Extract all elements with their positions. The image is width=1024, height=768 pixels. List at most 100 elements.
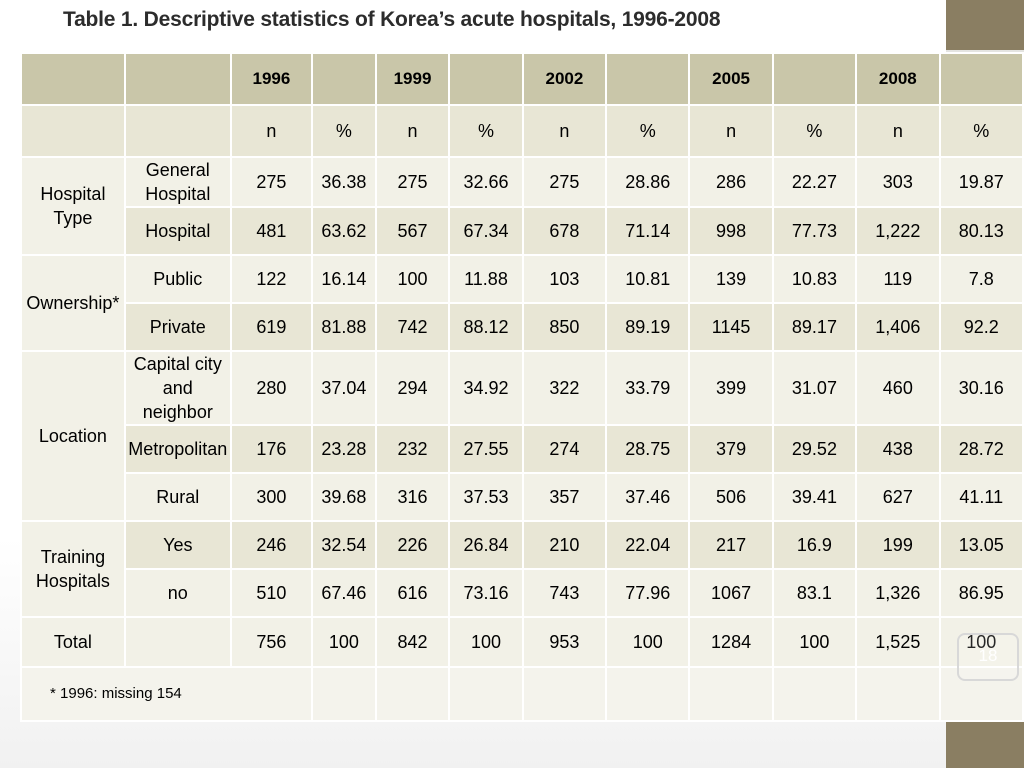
value-cell: 37.04 (311, 350, 377, 426)
corner-accent-bottom (946, 718, 1024, 768)
row-label: Hospital (123, 206, 232, 256)
header-blank (771, 52, 858, 106)
value-cell: 850 (521, 302, 608, 352)
value-cell: 39.68 (311, 472, 377, 522)
empty-cell (938, 666, 1024, 722)
value-cell: 63.62 (311, 206, 377, 256)
value-cell: 88.12 (448, 302, 524, 352)
value-cell: 510 (229, 568, 314, 618)
value-cell: 176 (229, 424, 314, 474)
value-cell: 92.2 (938, 302, 1024, 352)
empty-cell (521, 666, 608, 722)
value-cell: 89.17 (771, 302, 858, 352)
value-cell: 316 (374, 472, 451, 522)
value-cell: 619 (229, 302, 314, 352)
subheader-cell: % (605, 104, 691, 158)
value-cell: 303 (855, 156, 941, 208)
group-label: Ownership* (20, 254, 126, 352)
value-cell: 73.16 (448, 568, 524, 618)
value-cell: 16.14 (311, 254, 377, 304)
value-cell: 77.96 (605, 568, 691, 618)
value-cell: 10.83 (771, 254, 858, 304)
value-cell: 22.04 (605, 520, 691, 570)
value-cell: 31.07 (771, 350, 858, 426)
total-value-cell: 100 (771, 616, 858, 668)
value-cell: 460 (855, 350, 941, 426)
table-row: Hospital 481 63.62 567 67.34 678 71.14 998 77.73… (21, 206, 1024, 256)
value-cell: 506 (688, 472, 774, 522)
total-value-cell: 100 (938, 616, 1024, 668)
row-label: General Hospital (123, 156, 232, 208)
value-cell: 28.75 (605, 424, 691, 474)
row-label: Capital city and neighbor (123, 350, 232, 426)
value-cell: 41.11 (938, 472, 1024, 522)
total-row: Total 756 100 842 100 953 100 1284 100 1,525 100 (20, 616, 1024, 668)
value-cell: 29.52 (771, 424, 858, 474)
total-value-cell: 100 (448, 616, 524, 668)
empty-cell (123, 616, 232, 668)
value-cell: 275 (229, 156, 314, 208)
subheader-cell: n (521, 104, 608, 158)
table-row: Ownership* Public 122 16.14 100 11.88 103 10.81… (20, 254, 1024, 352)
value-cell: 1145 (688, 302, 774, 352)
value-cell: 26.84 (448, 520, 524, 570)
group-label: Hospital Type (20, 156, 126, 256)
value-cell: 743 (521, 568, 608, 618)
value-cell: 357 (521, 472, 608, 522)
value-cell: 438 (855, 424, 941, 474)
table-row: Metropolitan 176 23.28 232 27.55 274 28.75 379 2… (21, 424, 1024, 474)
table-row: no 510 67.46 616 73.16 743 77.96 1067 83.1 1,326 8… (21, 568, 1024, 618)
header-blank (123, 52, 232, 106)
value-cell: 30.16 (938, 350, 1024, 426)
year-header: 2005 (688, 52, 774, 106)
total-value-cell: 842 (374, 616, 451, 668)
value-cell: 217 (688, 520, 774, 570)
year-header: 2008 (855, 52, 941, 106)
value-cell: 379 (688, 424, 774, 474)
total-label: Total (20, 616, 126, 668)
subheader-row: n % n % n % n % n % (20, 104, 1024, 158)
value-cell: 81.88 (311, 302, 377, 352)
empty-cell (855, 666, 941, 722)
value-cell: 275 (374, 156, 451, 208)
value-cell: 286 (688, 156, 774, 208)
empty-cell (311, 666, 377, 722)
year-header: 2002 (521, 52, 608, 106)
empty-cell (605, 666, 691, 722)
value-cell: 232 (374, 424, 451, 474)
value-cell: 274 (521, 424, 608, 474)
value-cell: 33.79 (605, 350, 691, 426)
value-cell: 210 (521, 520, 608, 570)
value-cell: 322 (521, 350, 608, 426)
value-cell: 7.8 (938, 254, 1024, 304)
value-cell: 32.66 (448, 156, 524, 208)
value-cell: 23.28 (311, 424, 377, 474)
subheader-cell: n (688, 104, 774, 158)
value-cell: 34.92 (448, 350, 524, 426)
subheader-cell: % (771, 104, 858, 158)
page-number: 18 (957, 633, 1019, 681)
value-cell: 275 (521, 156, 608, 208)
subheader-cell: % (311, 104, 377, 158)
value-cell: 199 (855, 520, 941, 570)
footnote: * 1996: missing 154 (19, 666, 314, 722)
year-header: 1996 (229, 52, 314, 106)
subheader-blank (123, 104, 232, 158)
value-cell: 481 (229, 206, 314, 256)
value-cell: 36.38 (311, 156, 377, 208)
value-cell: 122 (229, 254, 314, 304)
header-blank (20, 52, 126, 106)
statistics-table: 1996 1999 2002 2005 2008 n % n % n % n %… (19, 52, 1024, 722)
value-cell: 119 (855, 254, 941, 304)
row-label: Metropolitan (123, 424, 232, 474)
value-cell: 86.95 (938, 568, 1024, 618)
empty-cell (688, 666, 774, 722)
subheader-cell: n (229, 104, 314, 158)
empty-cell (374, 666, 451, 722)
value-cell: 39.41 (771, 472, 858, 522)
value-cell: 1067 (688, 568, 774, 618)
value-cell: 67.46 (311, 568, 377, 618)
subheader-cell: n (855, 104, 941, 158)
year-header: 1999 (374, 52, 451, 106)
empty-cell (448, 666, 524, 722)
